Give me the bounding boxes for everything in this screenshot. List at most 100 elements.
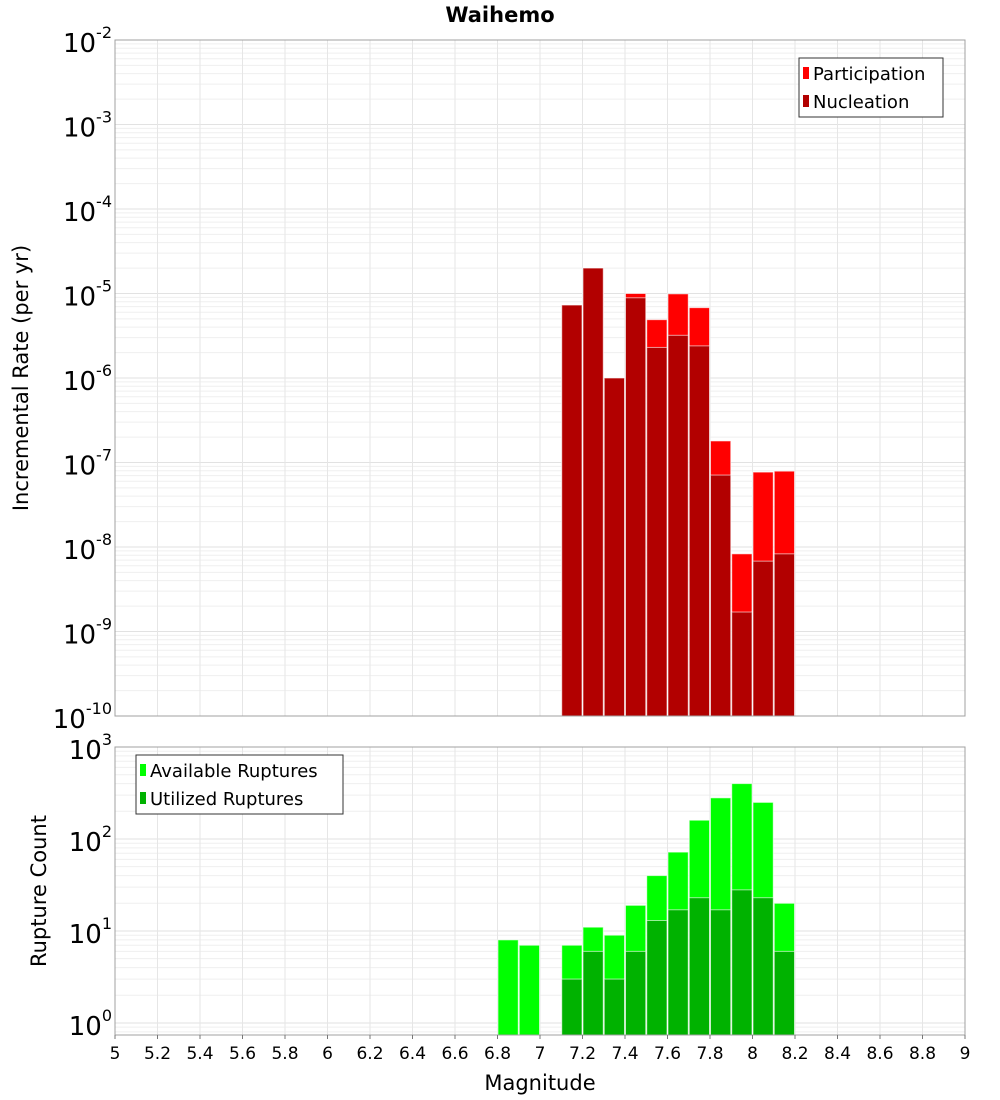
legend-swatch — [803, 67, 809, 79]
legend-label: Participation — [813, 64, 925, 85]
y-tick-label: 102 — [69, 822, 112, 858]
legend-swatch — [140, 764, 146, 776]
x-tick-label: 6.2 — [356, 1044, 383, 1064]
x-tick-label: 7.8 — [696, 1044, 723, 1064]
utilized-ruptures-bar — [603, 978, 625, 1036]
y-tick-label: 10-4 — [63, 192, 112, 228]
y-tick-exponent: 1 — [102, 914, 112, 933]
nucleation-bar — [731, 611, 753, 717]
utilized-ruptures-bar — [667, 909, 689, 1036]
y-tick-base: 10 — [63, 452, 96, 482]
legend-label: Available Ruptures — [150, 761, 318, 782]
utilized-ruptures-bar — [752, 897, 774, 1036]
x-tick-label: 8 — [747, 1044, 758, 1064]
y-tick-base: 10 — [53, 705, 86, 735]
y-tick-exponent: -3 — [96, 108, 112, 127]
x-tick-label: 5.2 — [144, 1044, 171, 1064]
nucleation-bar — [688, 345, 710, 717]
nucleation-bar — [667, 334, 689, 717]
utilized-ruptures-bar — [773, 950, 795, 1036]
available-ruptures-bar — [518, 944, 540, 1036]
x-tick-label: 7.2 — [569, 1044, 596, 1064]
x-tick-label: 8.6 — [866, 1044, 893, 1064]
x-axis-label: Magnitude — [484, 1071, 595, 1095]
y-tick-exponent: -6 — [96, 361, 112, 380]
y-tick-base: 10 — [69, 828, 102, 858]
y-tick-base: 10 — [63, 367, 96, 397]
x-tick-label: 6 — [322, 1044, 333, 1064]
legend-label: Nucleation — [813, 92, 909, 113]
utilized-ruptures-bar — [561, 978, 583, 1036]
nucleation-bar — [625, 297, 647, 717]
x-tick-label: 7 — [535, 1044, 546, 1064]
nucleation-bar — [646, 346, 668, 717]
x-tick-label: 5.6 — [229, 1044, 256, 1064]
legend-label: Utilized Ruptures — [150, 789, 303, 810]
utilized-ruptures-bar — [688, 897, 710, 1036]
available-ruptures-bar — [497, 939, 519, 1036]
nucleation-bar — [710, 474, 732, 717]
y-tick-label: 103 — [69, 730, 112, 766]
legend — [798, 57, 944, 118]
utilized-ruptures-bar — [731, 889, 753, 1036]
y-tick-exponent: -8 — [96, 530, 112, 549]
y-tick-base: 10 — [69, 920, 102, 950]
y-tick-label: 100 — [69, 1006, 112, 1042]
y-tick-label: 10-10 — [53, 699, 112, 735]
utilized-ruptures-bar — [582, 950, 604, 1036]
y-tick-exponent: -5 — [96, 277, 112, 296]
nucleation-bar — [773, 553, 795, 717]
y-tick-exponent: 0 — [102, 1006, 112, 1025]
nucleation-bar — [752, 560, 774, 717]
chart-title: Waihemo — [445, 3, 554, 27]
utilized-ruptures-bar — [710, 909, 732, 1036]
y-tick-exponent: 2 — [102, 822, 112, 841]
y-tick-exponent: -2 — [96, 23, 112, 42]
y-tick-label: 10-5 — [63, 277, 112, 313]
nucleation-bar — [561, 304, 583, 717]
y-tick-exponent: -4 — [96, 192, 112, 211]
nucleation-bar — [582, 267, 604, 717]
y-tick-label: 10-6 — [63, 361, 112, 397]
y-tick-base: 10 — [63, 29, 96, 59]
legend-swatch — [140, 792, 146, 804]
y-tick-label: 10-9 — [63, 615, 112, 651]
y-tick-label: 10-3 — [63, 108, 112, 144]
x-tick-label: 5 — [110, 1044, 121, 1064]
y-tick-exponent: -9 — [96, 615, 112, 634]
x-tick-label: 5.4 — [186, 1044, 213, 1064]
nucleation-bar — [603, 377, 625, 717]
y-tick-base: 10 — [69, 736, 102, 766]
x-tick-label: 7.6 — [654, 1044, 681, 1064]
y-tick-base: 10 — [63, 283, 96, 313]
bottom-y-axis-label: Rupture Count — [27, 815, 51, 967]
y-tick-label: 10-8 — [63, 530, 112, 566]
y-tick-label: 101 — [69, 914, 112, 950]
x-tick-label: 6.4 — [399, 1044, 426, 1064]
y-tick-exponent: -10 — [86, 699, 112, 718]
plot-border — [114, 39, 966, 717]
x-tick-label: 6.8 — [484, 1044, 511, 1064]
x-tick-label: 8.4 — [824, 1044, 851, 1064]
x-tick-label: 7.4 — [611, 1044, 638, 1064]
y-tick-base: 10 — [63, 621, 96, 651]
legend-swatch — [803, 95, 809, 107]
y-tick-base: 10 — [69, 1012, 102, 1042]
utilized-ruptures-bar — [625, 950, 647, 1036]
utilized-ruptures-bar — [646, 919, 668, 1036]
y-tick-base: 10 — [63, 114, 96, 144]
top-y-axis-label: Incremental Rate (per yr) — [9, 245, 33, 511]
x-tick-label: 6.6 — [441, 1044, 468, 1064]
x-tick-label: 8.2 — [781, 1044, 808, 1064]
y-tick-label: 10-7 — [63, 446, 112, 482]
y-tick-base: 10 — [63, 536, 96, 566]
x-tick-label: 5.8 — [271, 1044, 298, 1064]
x-tick-label: 9 — [960, 1044, 971, 1064]
y-tick-base: 10 — [63, 198, 96, 228]
y-tick-exponent: -7 — [96, 446, 112, 465]
y-tick-exponent: 3 — [102, 730, 112, 749]
y-tick-label: 10-2 — [63, 23, 112, 59]
x-tick-label: 8.8 — [909, 1044, 936, 1064]
legend — [135, 754, 344, 815]
